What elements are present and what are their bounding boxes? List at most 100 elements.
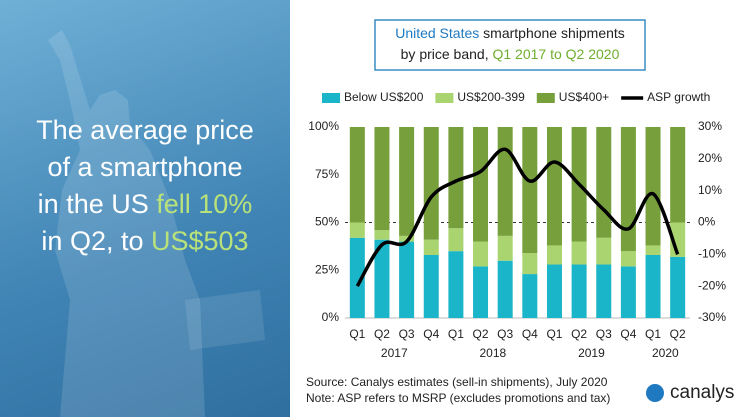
bar <box>546 127 562 246</box>
legend-label: US$400+ <box>559 90 609 104</box>
y2-tick-label: -20% <box>698 278 726 292</box>
bar <box>473 266 489 318</box>
headline-line: The average price <box>36 115 254 145</box>
bar <box>596 237 612 265</box>
bar <box>546 245 562 265</box>
legend-swatch <box>435 93 454 103</box>
legend-label: US$200-399 <box>457 90 525 104</box>
x-tick-label: Q1 <box>349 327 365 341</box>
bar <box>399 235 415 242</box>
legend-swatch <box>536 93 555 103</box>
x-tick-label: Q2 <box>473 327 489 341</box>
y2-tick-label: 30% <box>698 119 722 133</box>
bar <box>620 266 636 318</box>
bar <box>670 127 686 223</box>
legend-label: Below US$200 <box>344 90 424 104</box>
headline-highlight: fell 10% <box>156 189 253 219</box>
y2-tick-label: -30% <box>698 310 726 324</box>
x-tick-label: Q1 <box>448 327 464 341</box>
title-part: United States <box>395 25 479 41</box>
bar <box>497 127 513 236</box>
y2-tick-label: -10% <box>698 247 726 261</box>
headline-line: in Q2, to US$503 <box>0 223 290 260</box>
y-tick-label: 0% <box>322 310 340 324</box>
line <box>355 147 680 288</box>
bar <box>399 241 415 318</box>
headline-line: in the US fell 10% <box>0 186 290 223</box>
image-panel: The average price of a smartphone in the… <box>0 0 290 417</box>
x-tick-label: Q3 <box>399 327 415 341</box>
title-part: by price band, <box>401 46 489 62</box>
x-tick-label: Q2 <box>670 327 686 341</box>
bar <box>546 264 562 318</box>
y-tick-label: 25% <box>315 262 339 276</box>
y-tick-label: 75% <box>315 167 339 181</box>
x-tick-label: Q4 <box>423 327 439 341</box>
note: Note: ASP refers to MSRP (excludes promo… <box>306 391 610 405</box>
year-label: 2019 <box>578 346 605 360</box>
bar <box>473 127 489 242</box>
bar <box>645 245 661 255</box>
x-tick-label: Q2 <box>374 327 390 341</box>
title-part: smartphone shipments <box>483 25 625 41</box>
statue <box>48 30 265 417</box>
year-label: 2018 <box>480 346 507 360</box>
headline-text: in the US <box>37 189 149 219</box>
bar <box>374 127 390 231</box>
headline-text: in Q2, to <box>41 226 144 256</box>
headline: The average price of a smartphone in the… <box>0 112 290 260</box>
bar <box>423 239 439 255</box>
y-tick-label: 50% <box>315 215 339 229</box>
y-tick-label: 100% <box>308 119 339 133</box>
x-tick-label: Q1 <box>645 327 661 341</box>
bar <box>522 274 538 318</box>
x-tick-label: Q2 <box>571 327 587 341</box>
logo: canalys <box>670 382 734 403</box>
bar <box>670 256 686 318</box>
bar <box>571 241 587 265</box>
x-tick-label: Q3 <box>596 327 612 341</box>
bar <box>448 251 464 318</box>
legend-label: ASP growth <box>647 90 710 104</box>
x-tick-label: Q4 <box>522 327 538 341</box>
bar <box>374 239 390 318</box>
bar <box>522 127 538 254</box>
bar <box>497 260 513 318</box>
bar <box>571 264 587 318</box>
bar <box>645 254 661 318</box>
bar <box>448 228 464 252</box>
title-part: Q1 2017 to Q2 2020 <box>492 46 619 62</box>
y2-tick-label: 20% <box>698 151 722 165</box>
x-tick-label: Q3 <box>497 327 513 341</box>
source: Source: Canalys estimates (sell-in shipm… <box>306 375 608 389</box>
year-label: 2017 <box>381 346 408 360</box>
bar <box>423 127 439 240</box>
bar <box>620 251 636 267</box>
bar <box>645 127 661 246</box>
bar <box>349 237 365 318</box>
bar <box>374 230 390 240</box>
bar <box>596 264 612 318</box>
headline-highlight: US$503 <box>151 226 249 256</box>
bar <box>473 241 489 267</box>
bar <box>448 127 464 229</box>
title-box <box>374 19 646 71</box>
legend-swatch <box>322 93 340 103</box>
year-label: 2020 <box>652 346 679 360</box>
bar <box>497 235 513 261</box>
y2-tick-label: 10% <box>698 183 722 197</box>
chart-title: United States smartphone shipments <box>395 25 625 41</box>
bar <box>620 127 636 252</box>
x-tick-label: Q1 <box>546 327 562 341</box>
bar <box>349 222 365 238</box>
bar <box>349 127 365 223</box>
bar <box>399 127 415 236</box>
headline-line: of a smartphone <box>47 152 243 182</box>
bar <box>522 253 538 275</box>
y2-tick-label: 0% <box>698 215 716 229</box>
bar <box>423 254 439 318</box>
bar <box>596 127 612 238</box>
logo-icon <box>646 384 664 402</box>
